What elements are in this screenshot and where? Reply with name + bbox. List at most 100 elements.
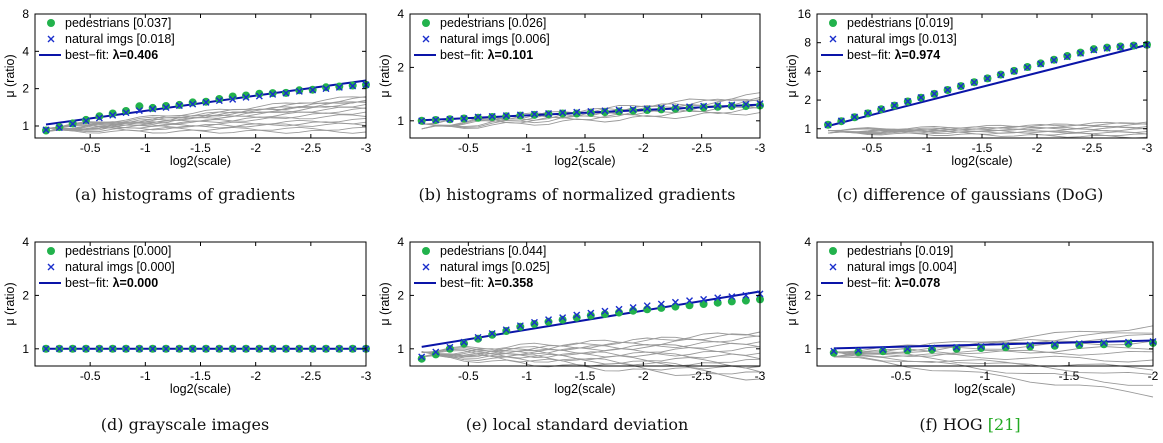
natural-point: [474, 333, 482, 341]
y-tick-label: 4: [397, 235, 404, 249]
y-tick-label: 4: [397, 7, 404, 21]
natural-point: [516, 111, 524, 119]
gray-curve: [45, 114, 367, 129]
natural-point: [728, 101, 736, 109]
pedestrian-point: [215, 95, 224, 103]
pedestrian-point: [1050, 341, 1059, 350]
pedestrian-point: [122, 107, 130, 115]
natural-point: [587, 309, 595, 317]
x-tick-label: -2: [250, 141, 261, 155]
pedestrian-point: [1099, 340, 1108, 349]
natural-point: [977, 343, 985, 351]
natural-point: [432, 348, 440, 356]
natural-point: [545, 109, 553, 117]
y-axis-label: μ (ratio): [785, 282, 799, 325]
natural-point: [255, 92, 263, 100]
y-axis-label: μ (ratio): [378, 282, 392, 325]
gray-curve: [45, 111, 367, 133]
legend: pedestrians [0.026] natural imgs [0.006] b…: [414, 16, 550, 62]
natural-point: [175, 102, 183, 110]
natural-point: [335, 83, 343, 91]
x-tick-label: -2: [1032, 141, 1043, 155]
natural-point: [335, 345, 343, 353]
pedestrian-point: [685, 104, 694, 113]
legend-best-fit: best−fit: λ=0.078: [847, 276, 940, 290]
pedestrian-point: [255, 89, 264, 98]
natural-point: [42, 126, 50, 134]
legend-natural-marker: [47, 263, 55, 271]
gray-curve: [827, 121, 1148, 134]
natural-point: [686, 297, 694, 305]
pedestrian-point: [600, 310, 609, 319]
x-tick-label: -2: [250, 369, 261, 383]
gray-curve: [833, 340, 1154, 355]
gray-curve: [833, 348, 1154, 356]
panel-caption: (b) histograms of normalized gradients: [418, 185, 735, 204]
x-tick-label: -1: [521, 369, 532, 383]
natural-point: [559, 109, 567, 117]
legend: pedestrians [0.044] natural imgs [0.025] b…: [414, 244, 550, 290]
natural-point: [928, 344, 936, 352]
x-tick-label: -1.5: [972, 141, 993, 155]
y-tick-label: 4: [22, 235, 29, 249]
pedestrian-point: [952, 344, 961, 353]
natural-point: [671, 103, 679, 111]
x-tick-label: -1: [980, 369, 991, 383]
natural-point: [69, 345, 77, 353]
natural-point: [446, 343, 454, 351]
natural-point: [282, 89, 290, 97]
legend-pedestrians: pedestrians [0.000]: [65, 244, 171, 258]
legend-natural-marker: [422, 263, 430, 271]
y-tick-label: 4: [22, 44, 29, 58]
natural-point: [573, 311, 581, 319]
natural-point: [714, 294, 722, 302]
pedestrian-point: [1001, 343, 1010, 352]
natural-point: [282, 345, 290, 353]
natural-point: [55, 345, 63, 353]
natural-point: [824, 121, 832, 129]
natural-point: [545, 316, 553, 324]
pedestrian-point: [657, 303, 666, 312]
natural-point: [1090, 46, 1098, 54]
natural-point: [82, 345, 90, 353]
pedestrian-point: [657, 105, 666, 114]
gray-curve: [827, 130, 1148, 135]
panel-caption: (f) HOG [21]: [919, 415, 1020, 434]
pedestrian-point: [741, 102, 750, 111]
natural-point: [488, 329, 496, 337]
natural-point: [95, 345, 103, 353]
natural-point: [714, 101, 722, 109]
legend-natural-marker: [829, 263, 837, 271]
x-tick-label: -0.5: [80, 369, 101, 383]
legend: pedestrians [0.037] natural imgs [0.018] b…: [39, 16, 175, 62]
panel-caption: (a) histograms of gradients: [75, 185, 296, 204]
pedestrian-point: [460, 339, 468, 348]
natural-point: [255, 345, 263, 353]
x-tick-label: -1.5: [575, 141, 596, 155]
x-tick-label: -1.5: [190, 369, 211, 383]
legend-pedestrian-marker: [422, 247, 430, 255]
natural-point: [686, 103, 694, 111]
legend-natural-marker: [422, 35, 430, 43]
natural-point: [55, 124, 63, 132]
y-tick-label: 2: [804, 93, 811, 107]
natural-point: [997, 71, 1005, 79]
pedestrian-point: [488, 330, 497, 339]
natural-point: [1100, 339, 1108, 347]
natural-point: [162, 103, 170, 111]
pedestrian-point: [977, 344, 986, 352]
legend-natural-marker: [47, 35, 55, 43]
legend-pedestrian-marker: [422, 19, 430, 27]
pedestrian-point: [228, 92, 237, 101]
y-tick-label: 1: [22, 342, 29, 356]
pedestrian-point: [135, 102, 144, 111]
natural-point: [1002, 342, 1010, 350]
gray-curve: [421, 350, 761, 359]
x-tick-label: -1: [140, 141, 151, 155]
natural-point: [1103, 44, 1111, 52]
gray-curve: [421, 342, 761, 353]
pedestrian-point: [544, 317, 553, 326]
natural-point: [242, 345, 250, 353]
y-tick-label: 2: [397, 60, 404, 74]
natural-point: [530, 318, 538, 326]
